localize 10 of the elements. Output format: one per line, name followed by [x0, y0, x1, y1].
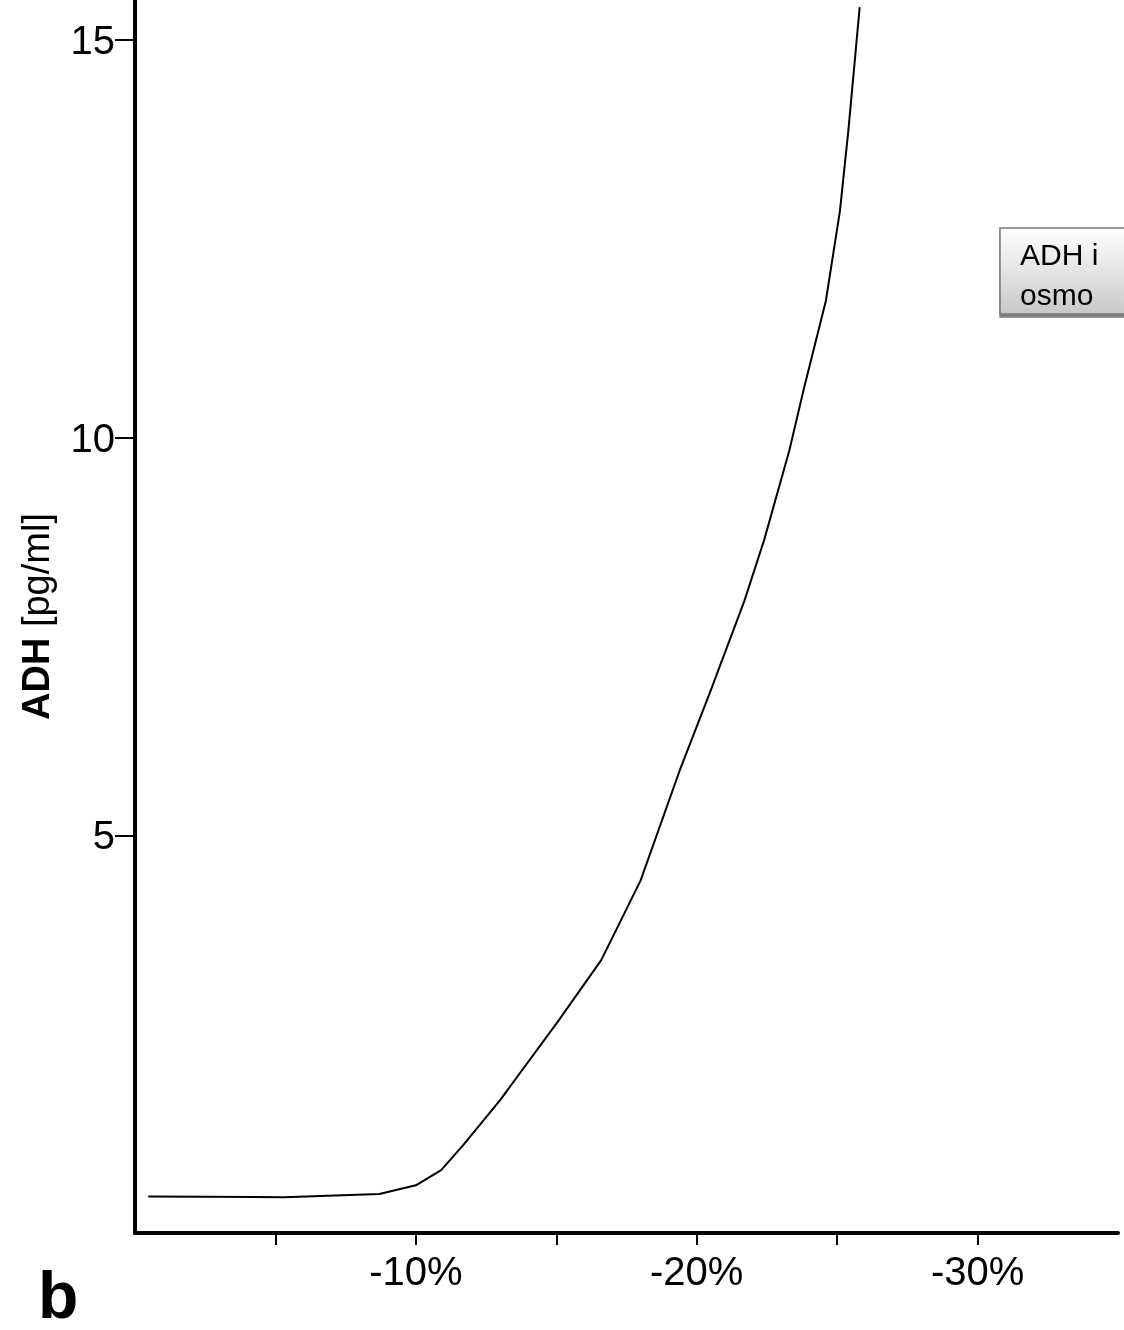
y-axis-title: ADH [pg/ml] [15, 513, 57, 720]
x-tick-label: -20% [650, 1249, 744, 1293]
x-tick-label: -30% [930, 1249, 1025, 1293]
y-tick-label: 10 [70, 415, 115, 460]
y-tick-label: 15 [70, 17, 115, 62]
x-tick-label: -10% [369, 1249, 463, 1293]
text: b [38, 1258, 79, 1330]
annotation: ADH i osmo [1020, 237, 1099, 311]
line-series [148, 6, 861, 1199]
y-tick-label: 5 [92, 813, 115, 858]
